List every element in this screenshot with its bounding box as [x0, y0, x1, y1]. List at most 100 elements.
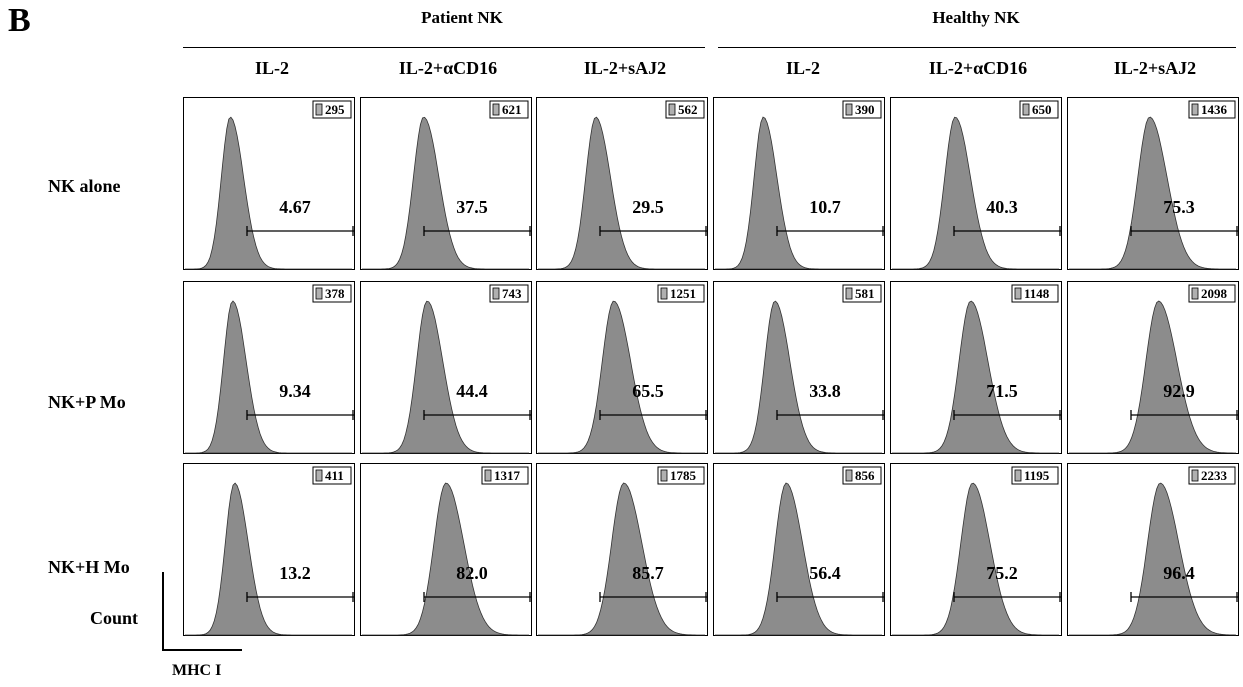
y-axis-label: Count: [90, 608, 139, 628]
x-axis-line: [162, 649, 242, 651]
percent-label: 29.5: [632, 197, 664, 217]
percent-label: 33.8: [809, 381, 841, 401]
legend-swatch-icon: [668, 103, 676, 116]
legend-swatch-icon: [1014, 469, 1022, 482]
percent-label: 10.7: [809, 197, 841, 217]
gate-line: [1130, 410, 1238, 420]
gate-line: [953, 592, 1061, 602]
gate-line: [776, 410, 884, 420]
y-axis-line: [162, 572, 164, 650]
histogram: [362, 116, 529, 270]
gate-line: [423, 226, 531, 236]
mfi-badge: [1188, 284, 1236, 303]
gate-line: [599, 410, 707, 420]
histogram: [1069, 116, 1236, 270]
mfi-badge: [1011, 466, 1059, 485]
mfi-label: 295: [325, 102, 345, 117]
mfi-label: 856: [855, 468, 875, 483]
mfi-label: 650: [1032, 102, 1052, 117]
percent-label: 96.4: [1163, 563, 1195, 583]
legend-swatch-icon: [1191, 287, 1199, 300]
percent-label: 75.3: [1163, 197, 1195, 217]
gate-line: [246, 226, 354, 236]
mfi-badge: [657, 284, 705, 303]
legend-swatch-icon: [660, 469, 668, 482]
group-rule-healthy: [718, 47, 1236, 48]
col-title-4: IL-2: [785, 58, 820, 78]
mfi-label: 1148: [1024, 286, 1050, 301]
histogram: [538, 482, 705, 636]
col-title-2: IL-2+αCD16: [398, 58, 498, 78]
panel-frame: [713, 97, 885, 270]
legend-swatch-icon: [315, 469, 323, 482]
panel-frame: [183, 281, 355, 454]
gate-line: [423, 410, 531, 420]
histogram: [362, 482, 529, 636]
mfi-badge: [665, 100, 705, 119]
mfi-badge: [842, 466, 882, 485]
mfi-badge: [312, 284, 352, 303]
mfi-badge: [481, 466, 529, 485]
gate-line: [953, 410, 1061, 420]
col-title-5: IL-2+αCD16: [928, 58, 1028, 78]
legend-swatch-icon: [492, 103, 500, 116]
mfi-label: 411: [325, 468, 344, 483]
histogram: [538, 300, 705, 454]
mfi-badge: [1188, 100, 1236, 119]
row-title-3: NK+H Mo: [48, 557, 130, 577]
legend-swatch-icon: [1022, 103, 1030, 116]
gate-line: [1130, 592, 1238, 602]
gate-line: [246, 410, 354, 420]
histogram: [1069, 482, 1237, 636]
mfi-label: 1251: [670, 286, 696, 301]
row-title-2: NK+P Mo: [48, 392, 126, 412]
percent-label: 4.67: [279, 197, 311, 217]
percent-label: 75.2: [986, 563, 1018, 583]
panel-frame: [183, 463, 355, 636]
legend-swatch-icon: [660, 287, 668, 300]
mfi-badge: [657, 466, 705, 485]
histogram: [362, 300, 529, 454]
legend-swatch-icon: [315, 103, 323, 116]
gate-line: [953, 226, 1061, 236]
mfi-label: 562: [678, 102, 698, 117]
col-title-3: IL-2+sAJ2: [583, 58, 667, 78]
gate-line: [776, 592, 884, 602]
percent-label: 37.5: [456, 197, 488, 217]
legend-swatch-icon: [845, 287, 853, 300]
mfi-label: 1317: [494, 468, 521, 483]
mfi-badge: [489, 284, 529, 303]
percent-label: 9.34: [279, 381, 311, 401]
legend-swatch-icon: [484, 469, 492, 482]
percent-label: 44.4: [456, 381, 488, 401]
legend-swatch-icon: [845, 469, 853, 482]
histogram: [185, 116, 352, 270]
mfi-badge: [1019, 100, 1059, 119]
mfi-label: 621: [502, 102, 522, 117]
percent-label: 92.9: [1163, 381, 1195, 401]
mfi-badge: [1011, 284, 1059, 303]
mfi-label: 1436: [1201, 102, 1228, 117]
gate-line: [776, 226, 884, 236]
histogram: [892, 300, 1059, 454]
histogram: [538, 116, 705, 270]
legend-swatch-icon: [1191, 103, 1199, 116]
mfi-label: 1785: [670, 468, 697, 483]
mfi-label: 581: [855, 286, 875, 301]
percent-label: 65.5: [632, 381, 664, 401]
panel-frame: [183, 97, 355, 270]
group-title-healthy: Healthy NK: [932, 8, 1020, 27]
percent-label: 71.5: [986, 381, 1018, 401]
percent-label: 56.4: [809, 563, 841, 583]
mfi-label: 743: [502, 286, 522, 301]
mfi-badge: [842, 100, 882, 119]
mfi-label: 378: [325, 286, 345, 301]
gate-line: [599, 226, 707, 236]
histogram: [1069, 300, 1236, 454]
mfi-badge: [842, 284, 882, 303]
col-title-6: IL-2+sAJ2: [1113, 58, 1197, 78]
legend-swatch-icon: [492, 287, 500, 300]
histogram: [715, 482, 882, 636]
percent-label: 85.7: [632, 563, 664, 583]
histogram: [715, 300, 882, 454]
